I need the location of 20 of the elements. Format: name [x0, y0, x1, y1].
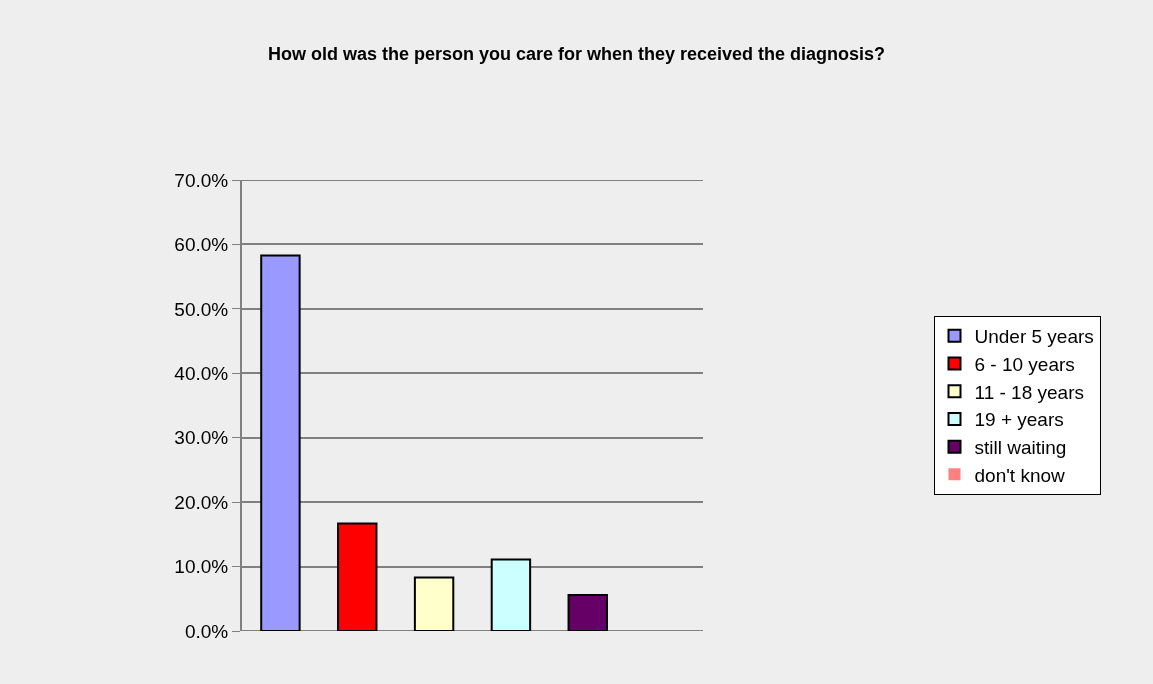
y-tick-label: 0.0%	[184, 620, 229, 642]
y-tick-label: 50.0%	[174, 298, 229, 320]
y-tick-label: 10.0%	[174, 556, 229, 578]
legend-label: 19 + years	[974, 409, 1064, 431]
bar	[260, 254, 301, 631]
legend-label: 11 - 18 years	[974, 381, 1084, 403]
legend-label: Under 5 years	[974, 326, 1094, 348]
chart-title: How old was the person you care for when they received the diagnosis?	[267, 44, 886, 65]
bar	[413, 576, 455, 631]
y-tick-label: 70.0%	[174, 169, 229, 191]
y-tick-label: 60.0%	[174, 234, 229, 256]
legend-label: don't know	[974, 464, 1066, 486]
legend-label: still waiting	[974, 437, 1067, 459]
bar	[337, 522, 378, 631]
bar	[490, 558, 532, 631]
y-tick-label: 40.0%	[174, 362, 229, 384]
y-tick-label: 30.0%	[174, 427, 229, 449]
legend-label: 6 - 10 years	[974, 353, 1075, 375]
y-tick-label: 20.0%	[174, 491, 229, 513]
bar	[567, 593, 608, 631]
